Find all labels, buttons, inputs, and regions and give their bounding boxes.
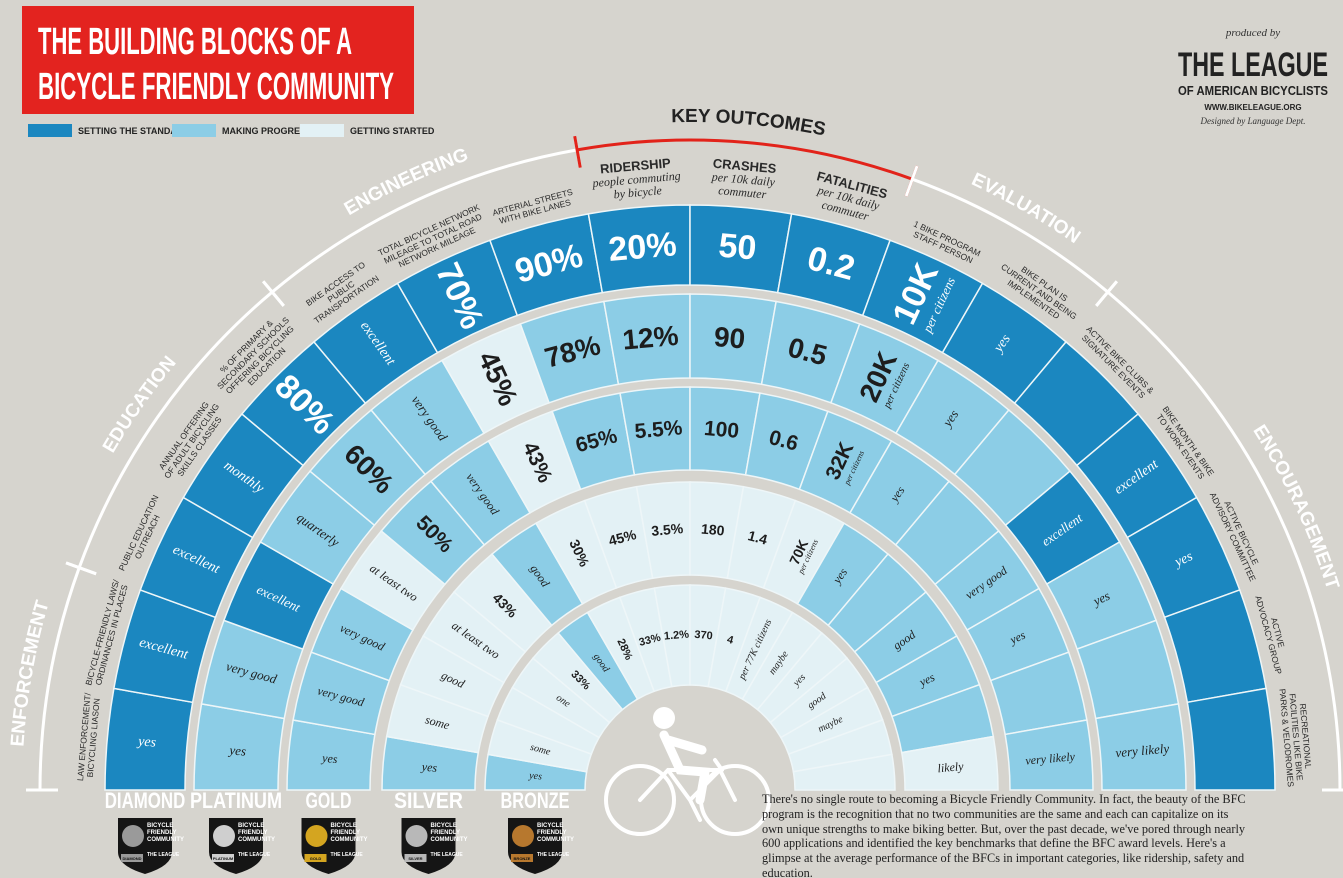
badge-text: THE LEAGUE — [537, 852, 570, 858]
infographic: THE BUILDING BLOCKS OF A BICYCLE FRIENDL… — [0, 0, 1343, 878]
org-name: THE LEAGUE — [1178, 46, 1328, 84]
legend-label: GETTING STARTED — [350, 126, 435, 136]
cell-label-group: 370 — [694, 629, 713, 643]
cell-label: 100 — [703, 417, 740, 443]
legend-swatch — [172, 124, 216, 137]
badge-emblem — [512, 825, 534, 847]
badge-emblem — [213, 825, 235, 847]
badge-emblem — [406, 825, 428, 847]
level-name: BRONZE — [501, 788, 570, 813]
page: THE BUILDING BLOCKS OF A BICYCLE FRIENDL… — [0, 0, 1343, 878]
title-line: BICYCLE FRIENDLY COMMUNITY — [38, 66, 394, 108]
cell-label-group: 5.5% — [634, 416, 684, 443]
cell-label-group: 12% — [621, 320, 680, 356]
legend-swatch — [300, 124, 344, 137]
badge-emblem — [122, 825, 144, 847]
cell-label-group: 20% — [607, 225, 678, 269]
cell-label: likely — [937, 759, 965, 775]
badge-level: DIAMOND — [122, 856, 141, 861]
cell-label-group: yes — [528, 770, 543, 782]
badge-text: THE LEAGUE — [331, 852, 364, 858]
badge-text: FRIENDLY — [431, 830, 460, 836]
cell-label: 1.2% — [663, 629, 689, 643]
cell-label-group: 100 — [703, 417, 740, 443]
cell-label: 370 — [694, 629, 713, 643]
org-name: OF AMERICAN BICYCLISTS — [1178, 83, 1328, 98]
produced-by: produced by — [1225, 27, 1280, 39]
cell-label: 5.5% — [634, 416, 684, 443]
cell-label-group: 180 — [700, 521, 725, 539]
badge-text: THE LEAGUE — [147, 852, 180, 858]
badge-level: PLATINUM — [213, 856, 234, 861]
badge-text: BICYCLE — [238, 823, 264, 829]
badge-level: SILVER — [408, 856, 422, 861]
badge-text: FRIENDLY — [331, 830, 360, 836]
badge-text: BICYCLE — [331, 823, 357, 829]
badge-text: FRIENDLY — [537, 830, 566, 836]
badge-text: COMMUNITY — [147, 837, 184, 843]
badge-text: COMMUNITY — [238, 837, 275, 843]
cell-label-group: yes — [227, 742, 247, 759]
level-name: PLATINUM — [190, 788, 282, 813]
badge-emblem — [306, 825, 328, 847]
cell — [1187, 688, 1275, 790]
badge-level: GOLD — [310, 856, 322, 861]
cell-label: 3.5% — [651, 520, 685, 539]
cell-label: 180 — [700, 521, 725, 539]
cell-label-group: likely — [937, 759, 965, 775]
cell-label: yes — [420, 759, 438, 774]
cell-label-group: yes — [420, 759, 438, 774]
cell-label: yes — [227, 742, 247, 759]
cell-label: 90 — [713, 321, 747, 355]
org-url: WWW.BIKELEAGUE.ORG — [1204, 103, 1301, 112]
badge-text: BICYCLE — [431, 823, 457, 829]
badge-text: BICYCLE — [147, 823, 173, 829]
level-name: SILVER — [394, 788, 463, 813]
legend-label: MAKING PROGRESS — [222, 126, 312, 136]
cell-label: 50 — [717, 226, 758, 267]
cell-label-group: yes — [136, 734, 158, 751]
legend-swatch — [28, 124, 72, 137]
cell-label: yes — [528, 770, 543, 782]
cell-label: 12% — [621, 320, 680, 356]
badge-text: FRIENDLY — [238, 830, 267, 836]
cell-label: yes — [136, 734, 158, 751]
cell-label: yes — [321, 751, 339, 766]
badge-text: COMMUNITY — [331, 837, 368, 843]
badge-text: COMMUNITY — [431, 837, 468, 843]
badge-text: THE LEAGUE — [431, 852, 464, 858]
badge-text: BICYCLE — [537, 823, 563, 829]
badge-text: FRIENDLY — [147, 830, 176, 836]
cell-label-group: 50 — [717, 226, 758, 267]
badge-text: THE LEAGUE — [238, 852, 271, 858]
cell-label-group: yes — [321, 751, 339, 766]
footer-text: There's no single route to becoming a Bi… — [762, 792, 1252, 878]
cell-label-group: 1.2% — [663, 629, 689, 643]
level-name: GOLD — [306, 788, 352, 813]
cell-label: 20% — [607, 225, 678, 269]
badge-level: BRONZE — [514, 856, 531, 861]
title-line: THE BUILDING BLOCKS OF A — [38, 21, 352, 63]
cell-label-group: 3.5% — [651, 520, 685, 539]
badge-text: COMMUNITY — [537, 837, 574, 843]
designer: Designed by Language Dept. — [1200, 116, 1306, 126]
level-name: DIAMOND — [105, 788, 186, 813]
cell-label-group: 90 — [713, 321, 747, 355]
